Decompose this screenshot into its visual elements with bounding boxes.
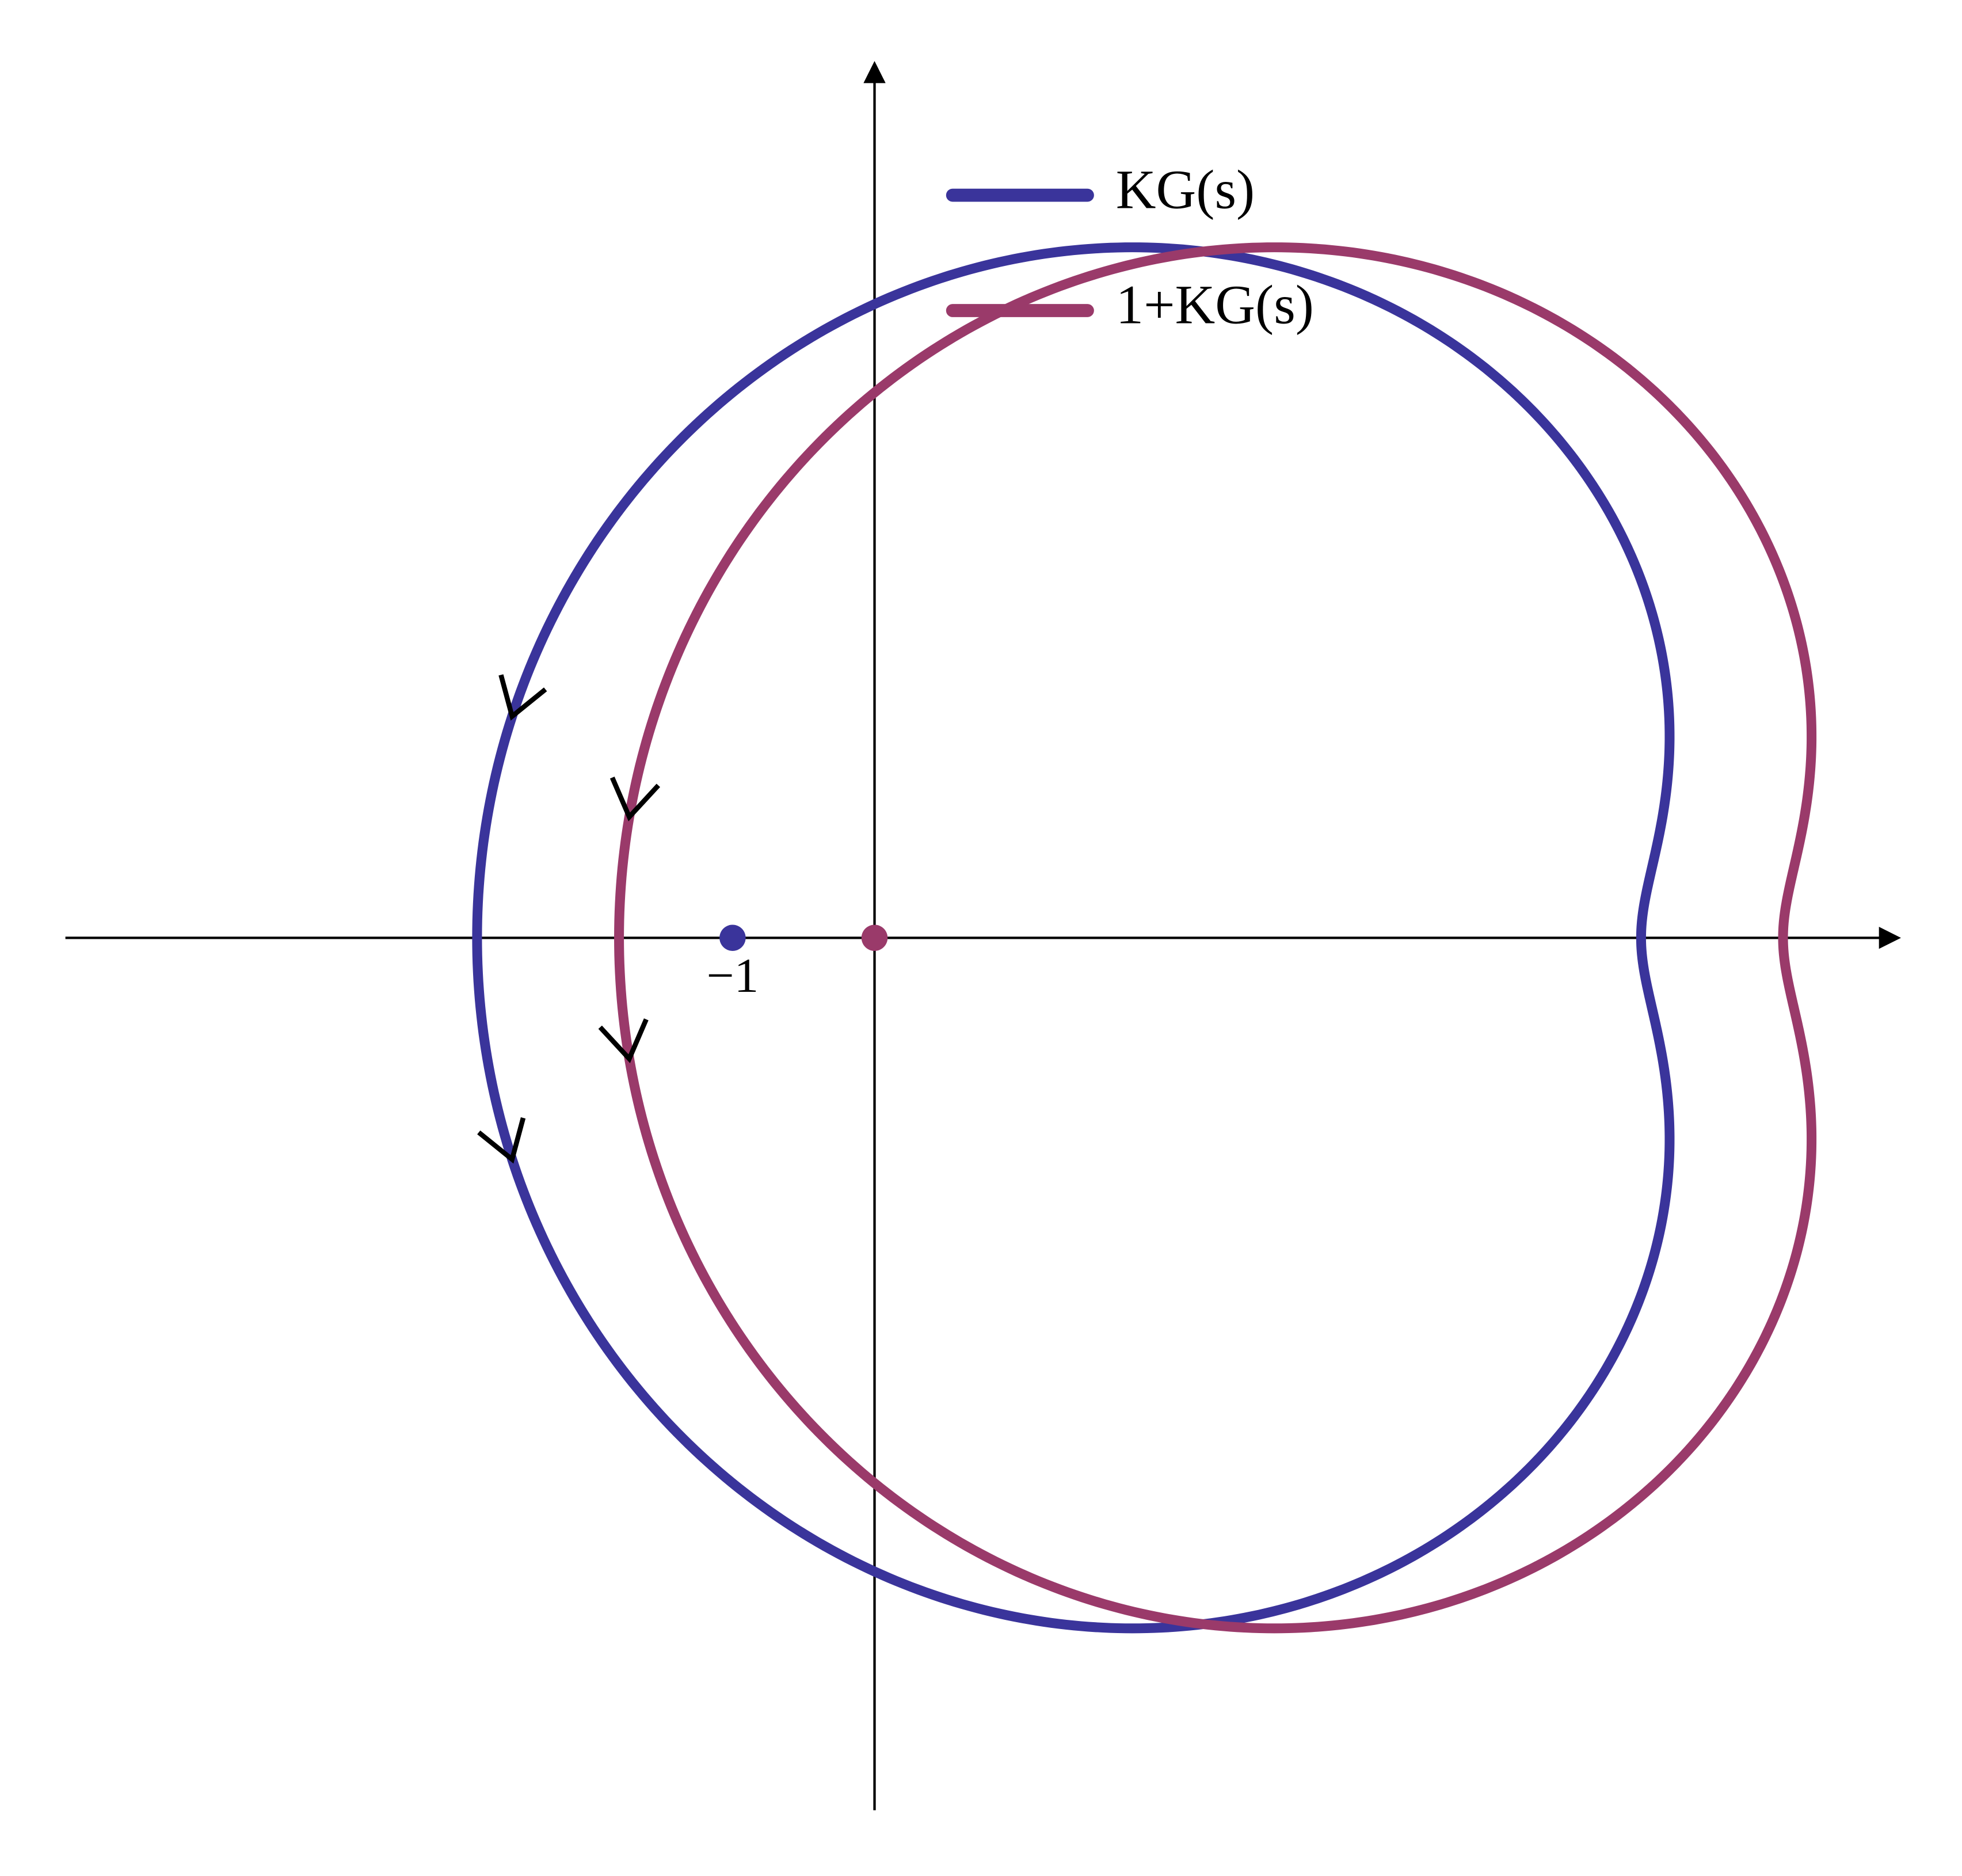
critical-point-origin bbox=[862, 924, 887, 950]
legend-label-kg: KG(s) bbox=[1116, 158, 1255, 220]
legend-label-1-plus-kg: 1+KG(s) bbox=[1116, 274, 1314, 336]
critical-point-minus-one bbox=[719, 924, 745, 950]
x-tick-label-minus-one: −1 bbox=[707, 949, 759, 1003]
nyquist-plot: −1 KG(s) 1+KG(s) bbox=[0, 0, 1962, 1875]
